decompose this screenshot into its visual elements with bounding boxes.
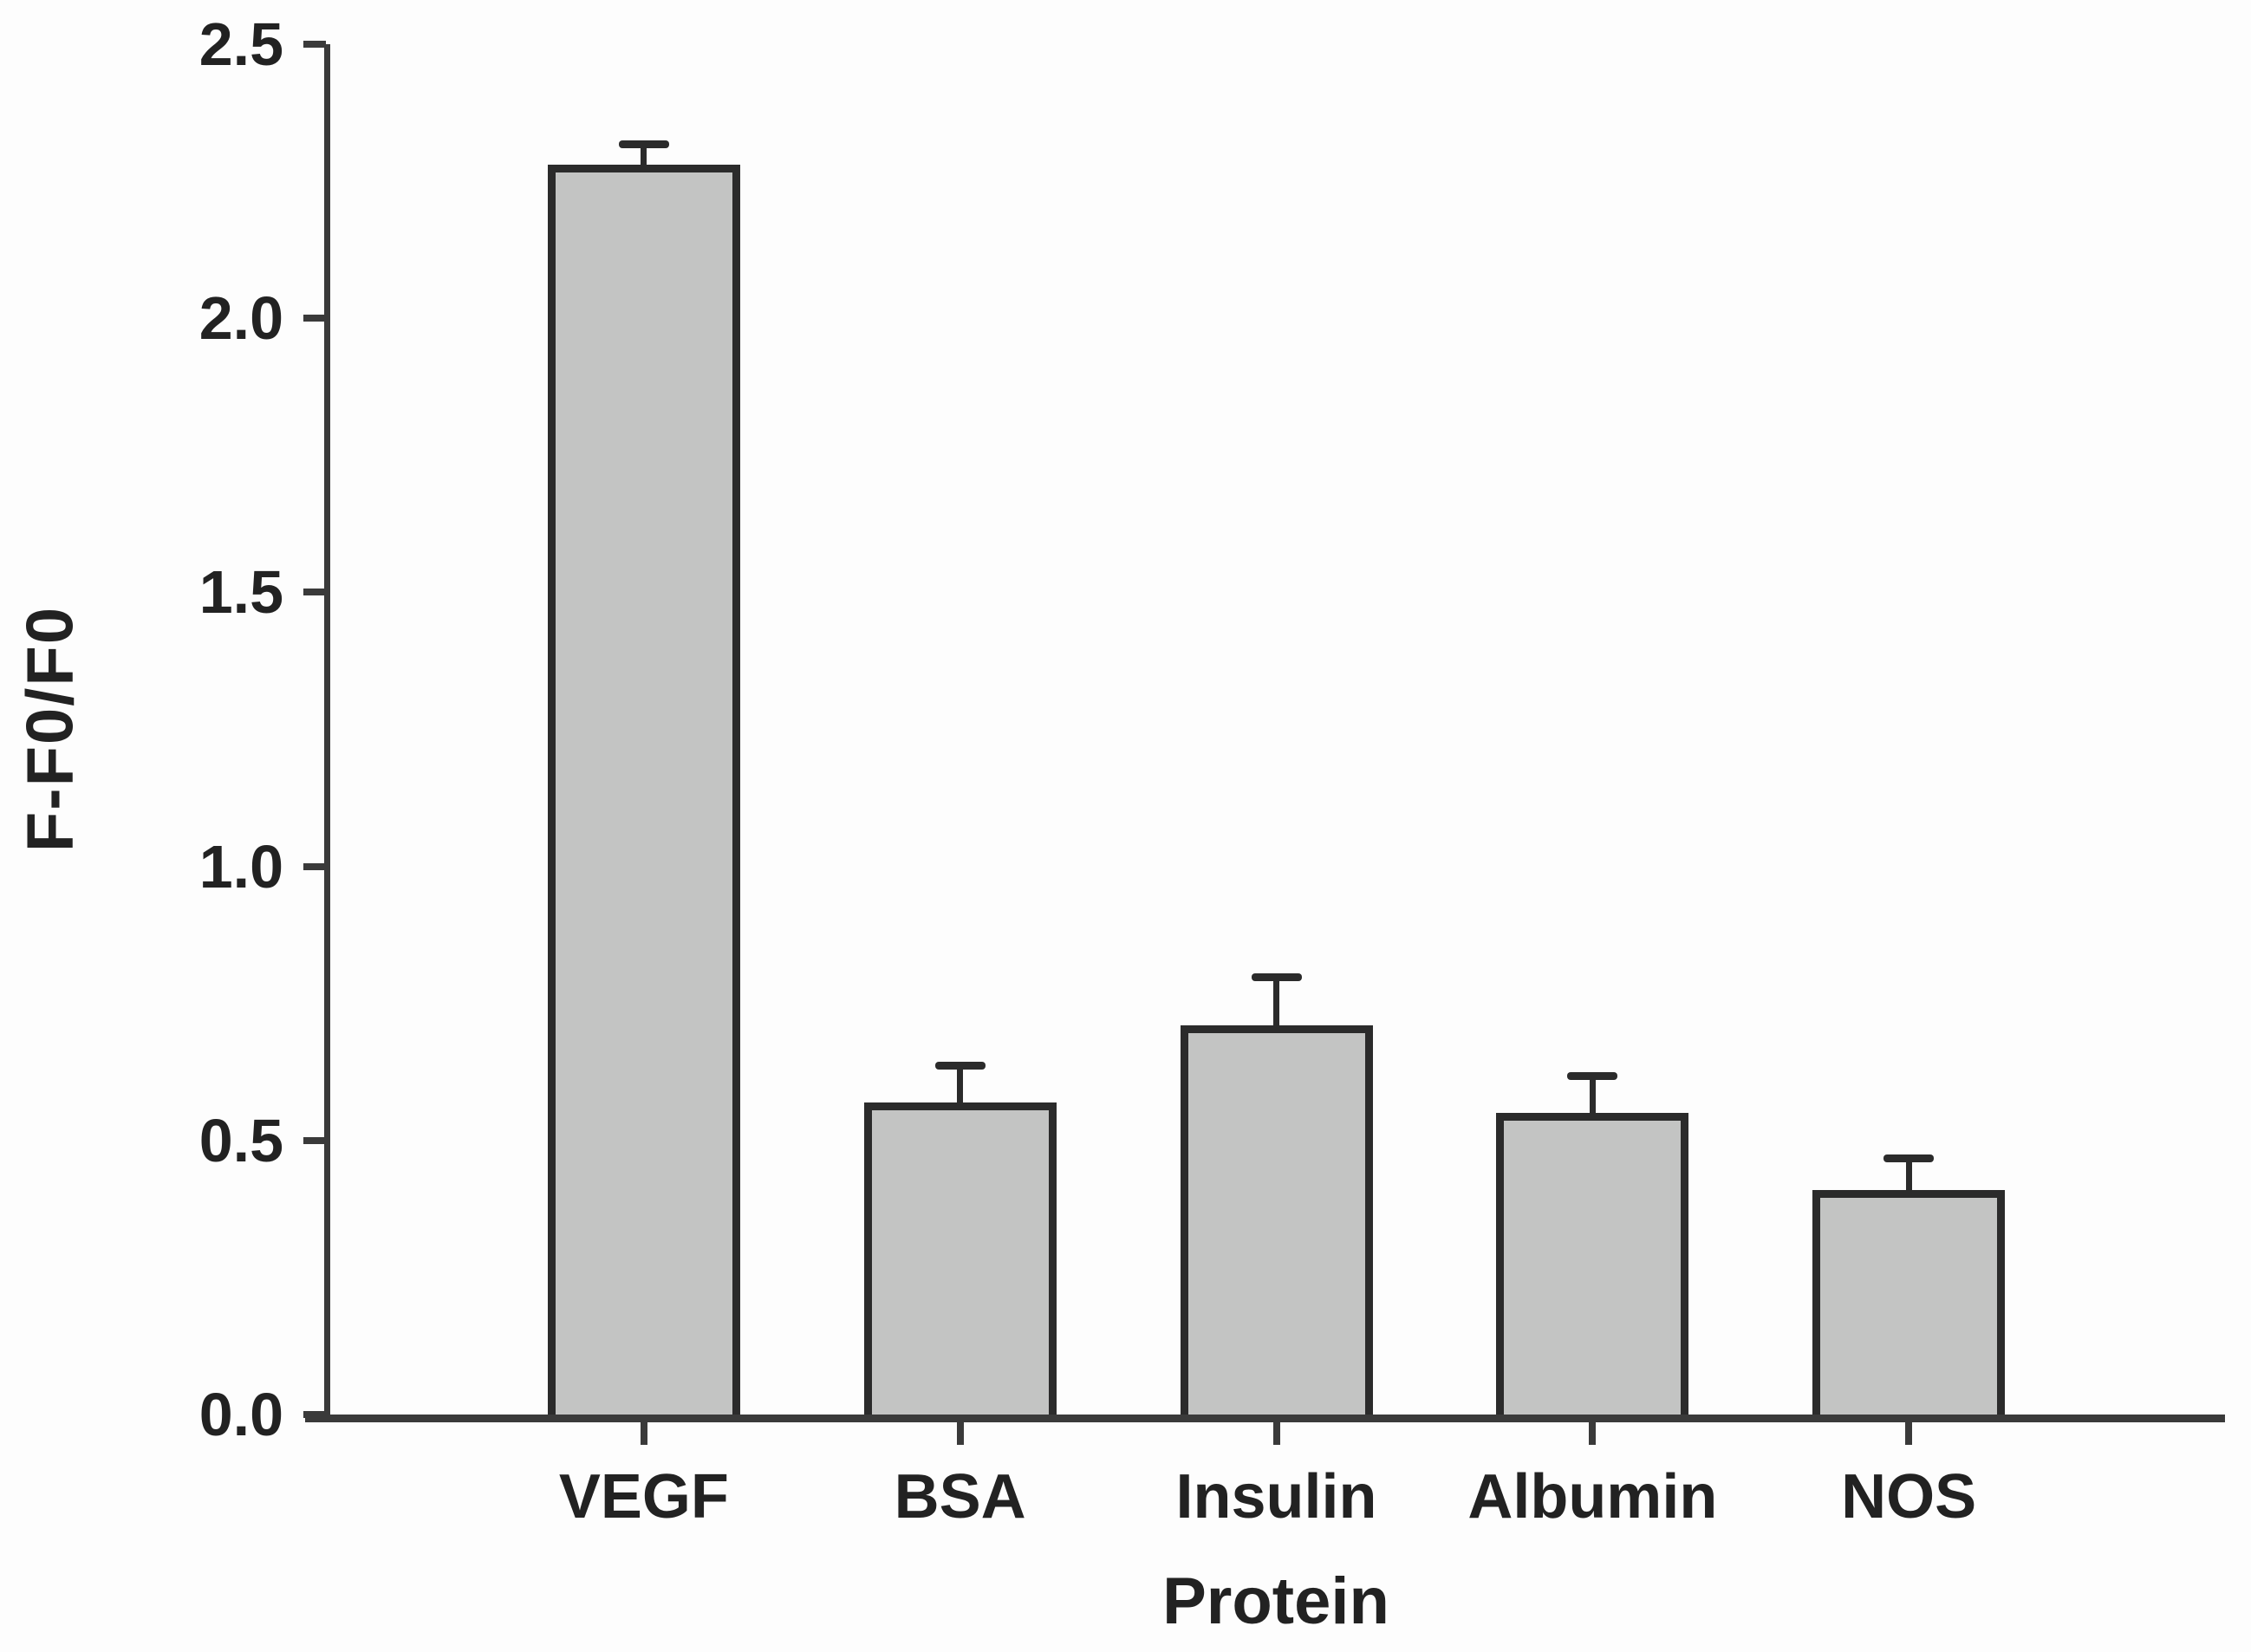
y-tick-label: 1.5: [198, 558, 283, 627]
error-bar-whisker: [957, 1069, 964, 1108]
x-tick: [1905, 1422, 1913, 1445]
y-tick-label: 2.0: [198, 284, 283, 353]
x-category-label: Insulin: [1175, 1462, 1377, 1532]
y-tick-label: 0.0: [198, 1381, 283, 1448]
y-axis-title: F-F0/F0: [13, 605, 88, 853]
y-tick: [303, 315, 326, 322]
y-tick: [303, 41, 326, 48]
x-tick: [1272, 1422, 1280, 1445]
x-tick: [640, 1422, 647, 1445]
x-axis-title: Protein: [1162, 1564, 1389, 1638]
y-tick: [303, 589, 326, 596]
x-category-label: VEGF: [558, 1462, 729, 1532]
bar-insulin: [1180, 1024, 1373, 1415]
x-category-label: BSA: [894, 1462, 1026, 1532]
x-category-label: Albumin: [1467, 1462, 1718, 1532]
y-tick-label: 0.5: [198, 1106, 283, 1174]
y-axis-line: [324, 44, 330, 1415]
error-bar-whisker: [1589, 1080, 1596, 1119]
y-tick: [303, 862, 326, 870]
error-bar-whisker: [1905, 1162, 1912, 1195]
y-tick-label: 1.0: [198, 832, 283, 901]
error-bar-cap: [1567, 1072, 1618, 1081]
bar-bsa: [863, 1102, 1057, 1415]
y-tick: [303, 1136, 326, 1144]
y-tick-label: 2.5: [198, 10, 283, 78]
error-bar-whisker: [1273, 981, 1279, 1031]
x-category-label: NOS: [1841, 1462, 1977, 1532]
error-bar-cap: [934, 1061, 986, 1070]
bar-vegf: [547, 165, 740, 1415]
bar-albumin: [1496, 1113, 1689, 1415]
bar-nos: [1812, 1189, 2006, 1415]
error-bar-cap: [618, 140, 669, 149]
error-bar-whisker: [641, 148, 647, 171]
error-bar-cap: [1883, 1154, 1935, 1163]
x-axis-line: [305, 1415, 2225, 1422]
error-bar-cap: [1251, 973, 1302, 982]
x-tick: [956, 1422, 964, 1445]
x-tick: [1589, 1422, 1597, 1445]
